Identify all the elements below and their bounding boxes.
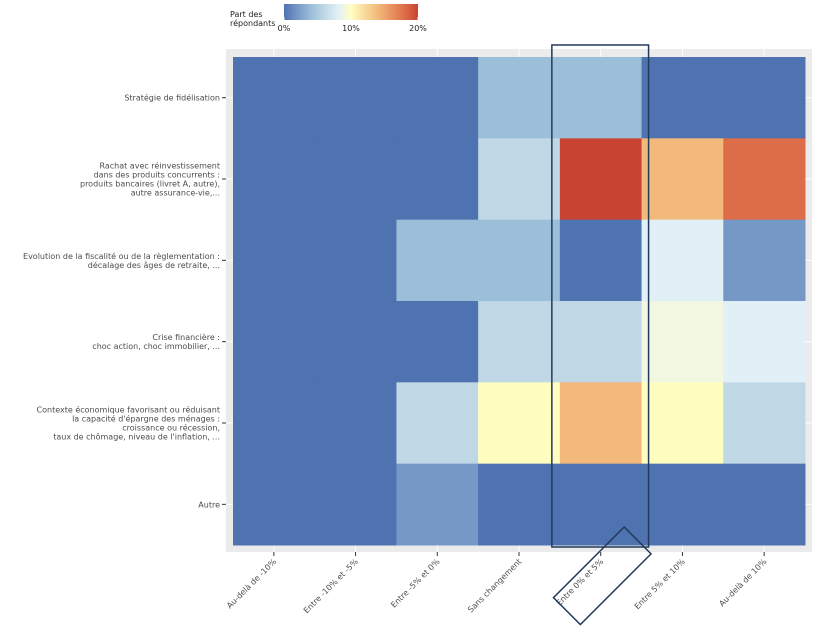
heatmap-tile	[478, 301, 561, 383]
legend-title-line-2: répondants	[230, 18, 275, 28]
legend-colorbar	[284, 4, 418, 20]
heatmap-tile	[723, 138, 806, 221]
heatmap-tile	[314, 219, 397, 302]
heatmap-tile	[396, 463, 479, 546]
heatmap-tile	[478, 219, 561, 302]
heatmap-tile	[641, 219, 724, 302]
highlight-annotation	[551, 44, 653, 626]
x-tick-label: Entre 0% et 5%	[555, 557, 606, 608]
x-tick-label: Au-delà de 10%	[717, 557, 768, 608]
legend: Part des répondants 0% 10% 20%	[230, 4, 427, 33]
y-tick-label: taux de chômage, niveau de l'inflation, …	[53, 432, 220, 442]
x-tick-label: Entre -10% et -5%	[302, 557, 360, 615]
heatmap-tile	[559, 138, 643, 221]
heatmap-tile	[233, 219, 316, 302]
y-tick-label: Contexte économique favorisant ou réduis…	[37, 405, 220, 415]
y-tick-label: la capacité d'épargne des ménages :	[72, 414, 220, 424]
heatmap-tile	[314, 57, 397, 139]
heatmap-tile	[723, 301, 806, 383]
y-tick-label: Crise financière :	[152, 332, 220, 342]
heatmap-tile	[314, 301, 397, 383]
y-tick-label: autre assurance-vie,...	[131, 189, 220, 198]
heatmap-tile	[723, 382, 806, 465]
heatmap-tile	[396, 301, 479, 383]
legend-title-line-1: Part des	[230, 10, 263, 19]
legend-tick-label: 20%	[409, 24, 427, 33]
heatmap-tile	[396, 57, 479, 139]
legend-tick-label: 10%	[342, 24, 360, 33]
y-tick-label: Stratégie de fidélisation	[124, 93, 220, 103]
y-tick-label: décalage des âges de retraite, ...	[88, 260, 220, 270]
heatmap-tile	[641, 382, 724, 465]
heatmap-tile	[641, 57, 724, 139]
highlight-label-box	[552, 525, 653, 626]
heatmap-tile	[478, 463, 561, 546]
heatmap-tile	[233, 463, 316, 546]
heatmap-tile	[396, 138, 479, 221]
y-tick-label: dans des produits concurrents :	[94, 171, 220, 180]
heatmap-tile	[478, 382, 561, 465]
tiles	[233, 57, 806, 546]
heatmap-tile	[559, 219, 643, 302]
heatmap-tile	[396, 382, 479, 465]
heatmap-tile	[478, 138, 561, 221]
highlight-column-box	[551, 44, 650, 548]
heatmap-tile	[233, 382, 316, 465]
x-tick-label: Sans changement	[466, 557, 523, 614]
heatmap-tile	[233, 301, 316, 383]
x-tick-label: Entre -5% et 0%	[389, 557, 442, 610]
heatmap-tile	[233, 57, 316, 139]
heatmap-tile	[559, 382, 643, 465]
heatmap-tile	[478, 57, 561, 139]
heatmap-tile	[559, 301, 643, 383]
y-tick-label: Autre	[198, 500, 220, 509]
y-tick-label: choc action, choc immobilier, ...	[92, 342, 220, 351]
heatmap-tile	[723, 463, 806, 546]
heatmap-tile	[314, 463, 397, 546]
heatmap-tile	[559, 57, 643, 139]
x-axis: Au-delà de -10% Entre -10% et -5% Entre -5…	[225, 552, 769, 615]
heatmap-tile	[396, 219, 479, 302]
y-tick-label: produits bancaires (livret A, autre),	[80, 180, 220, 189]
heatmap-tile	[314, 138, 397, 221]
heatmap-tile	[314, 382, 397, 465]
heatmap-tile	[723, 57, 806, 139]
legend-tick-label: 0%	[278, 24, 291, 33]
y-tick-label: croissance ou récession,	[122, 423, 220, 433]
x-tick-label: Au-delà de -10%	[225, 557, 279, 611]
heatmap-tile	[641, 301, 724, 383]
y-tick-label: Evolution de la fiscalité ou de la règle…	[23, 251, 220, 261]
heatmap-tile	[641, 463, 724, 546]
y-tick-label: Rachat avec réinvestissement	[99, 161, 220, 171]
heatmap-tile	[233, 138, 316, 221]
heatmap-tile	[641, 138, 724, 221]
y-axis: Stratégie de fidélisation Rachat avec réi…	[23, 93, 226, 509]
heatmap-tile	[723, 219, 806, 302]
